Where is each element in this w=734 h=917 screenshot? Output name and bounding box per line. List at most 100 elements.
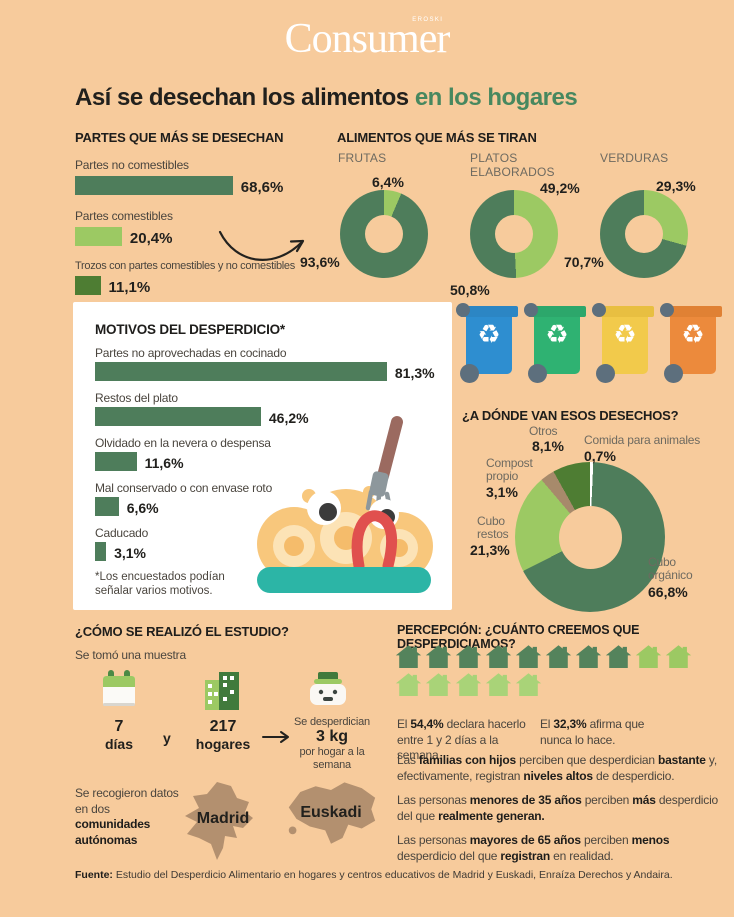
recogida-text: Se recogieron datos en dos comunidades a…	[75, 786, 179, 847]
bar-value: 11,1%	[108, 279, 151, 296]
destino-label-compost: Compost propio	[486, 456, 533, 483]
destino-label-otros: Otros	[529, 424, 558, 438]
calendar-icon	[103, 670, 135, 706]
destino-label-comida-animales: Comida para animales	[584, 433, 701, 447]
madrid-label: Madrid	[196, 810, 250, 827]
house-icon	[485, 673, 512, 696]
donut-value-light: 49,2%	[540, 180, 580, 196]
house-row	[395, 645, 705, 673]
motivos-heading: MOTIVOS DEL DESPERDICIO*	[95, 322, 285, 337]
donut-destino	[515, 462, 665, 612]
bin-bolt	[592, 303, 606, 317]
alimentos-heading: ALIMENTOS QUE MÁS SE TIRAN	[337, 130, 537, 145]
estudio-intro: Se tomó una muestra	[75, 648, 186, 662]
recycle-icon: ♻	[681, 319, 705, 349]
kitchen-scale-icon	[310, 672, 346, 705]
section-partes: PARTES QUE MÁS SE DESECHAN Partes no com…	[75, 130, 340, 309]
house-icon	[455, 645, 482, 668]
bar-trozos	[75, 276, 101, 295]
donut-frutas	[340, 190, 428, 278]
motivos-bar-row: 3,1%	[95, 542, 440, 561]
recycling-bin-orange: ♻	[660, 303, 722, 383]
bar-value: 81,3%	[394, 365, 435, 381]
consumer-logo: Consumer EROSKI	[284, 16, 451, 62]
recycle-icon: ♻	[477, 319, 501, 349]
bar-mal-conservado	[95, 497, 119, 516]
house-icon	[425, 673, 452, 696]
buildings-icon	[205, 672, 239, 710]
bin-lid	[664, 306, 722, 317]
motivos-bar-label: Caducado	[95, 526, 149, 540]
house-icon	[395, 673, 422, 696]
page-title-green: en los hogares	[414, 84, 578, 111]
result-post: por hogar a la semana	[299, 746, 365, 771]
recycling-bin-yellow: ♻	[592, 303, 654, 383]
house-icon	[425, 645, 452, 668]
donut-value-dark: 93,6%	[300, 254, 340, 270]
paragraph-familias: Las familias con hijos perciben que desp…	[397, 753, 717, 783]
house-icon	[515, 673, 542, 696]
destino-value-cubo-organico: 66,8%	[648, 584, 688, 600]
house-icon	[575, 645, 602, 668]
partes-bar-row: 20,4%	[75, 227, 340, 246]
motivos-bar-label: Olvidado en la nevera o despensa	[95, 436, 271, 450]
source-label: Fuente:	[75, 869, 113, 881]
partes-bar-label: Partes comestibles	[75, 209, 173, 223]
curved-arrow-icon	[218, 230, 305, 261]
bar-value: 11,6%	[144, 455, 184, 471]
page-title-black: Así se desechan los alimentos	[75, 84, 415, 111]
madrid-map	[185, 782, 253, 860]
house-icon	[545, 645, 572, 668]
bin-bolt	[524, 303, 538, 317]
motivos-bar-label: Partes no aprovechadas en cocinado	[95, 346, 287, 360]
recycle-icon: ♻	[613, 319, 637, 349]
motivos-bar-label: Restos del plato	[95, 391, 178, 405]
house-icon	[485, 645, 512, 668]
right-arrow-icon	[262, 731, 289, 743]
partes-bar-row: 11,1%	[75, 276, 340, 295]
recycling-bin-blue: ♻	[456, 303, 518, 383]
bin-wheel	[460, 364, 479, 383]
result-stat: Se desperdician 3 kg por hogar a la sema…	[286, 716, 378, 772]
donut-value-light: 6,4%	[372, 174, 404, 190]
bar-caducado	[95, 542, 107, 561]
partes-bar-row: 68,6%	[75, 176, 340, 195]
estudio-heading: ¿CÓMO SE REALIZÓ EL ESTUDIO?	[75, 624, 289, 639]
result-value: 3 kg	[315, 728, 348, 745]
hogares-stat: 217 hogares	[190, 718, 256, 752]
house-icon	[515, 645, 542, 668]
bin-lid	[528, 306, 586, 317]
destino-heading: ¿A DÓNDE VAN ESOS DESECHOS?	[462, 408, 679, 423]
donut-value-dark: 50,8%	[450, 282, 490, 298]
result-pre: Se desperdician	[294, 716, 370, 728]
source-note: Fuente: Estudio del Desperdicio Alimenta…	[75, 869, 673, 881]
bar-value: 68,6%	[240, 179, 284, 196]
recycle-icon: ♻	[545, 319, 569, 349]
recycling-bin-green: ♻	[524, 303, 586, 383]
recycling-bins: ♻ ♻ ♻ ♻	[456, 303, 722, 383]
donut-value-dark: 70,7%	[564, 254, 604, 270]
logo-text: Consumer	[284, 16, 451, 62]
section-motivos: MOTIVOS DEL DESPERDICIO* Partes no aprov…	[73, 302, 452, 610]
page-title: Así se desechan los alimentos en los hog…	[75, 84, 578, 112]
bin-bolt	[660, 303, 674, 317]
bar-value: 6,6%	[126, 500, 159, 516]
bin-lid	[596, 306, 654, 317]
bar-partes-no-comestibles	[75, 176, 233, 195]
donut-title-platos: PLATOS ELABORADOS	[470, 151, 555, 179]
donut-title-frutas: FRUTAS	[338, 151, 387, 165]
destino-value-cubo-restos: 21,3%	[470, 542, 510, 558]
bin-wheel	[596, 364, 615, 383]
bar-value: 46,2%	[268, 410, 309, 426]
stat-54: El 54,4% declara hacerlo entre 1 y 2 día…	[397, 717, 526, 762]
house-row	[395, 673, 705, 701]
donut-title-verduras: VERDURAS	[600, 151, 669, 165]
source-text: Estudio del Desperdicio Alimentario en h…	[112, 869, 673, 881]
bin-lid	[460, 306, 518, 317]
donut-value-light: 29,3%	[656, 178, 696, 194]
motivos-bar-row: 46,2%	[95, 407, 440, 426]
house-icon	[605, 645, 632, 668]
motivos-bar-row: 81,3%	[95, 362, 440, 381]
destino-value-otros: 8,1%	[532, 438, 564, 454]
